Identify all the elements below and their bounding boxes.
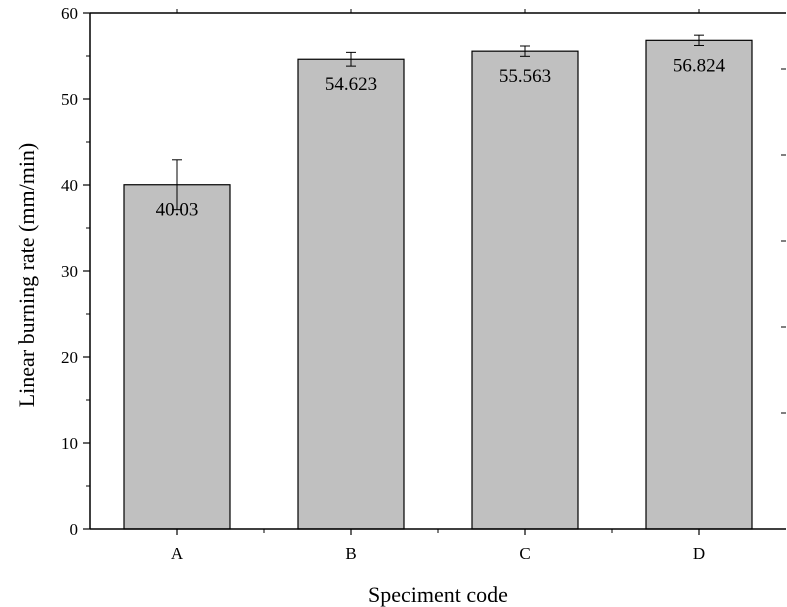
y-tick-label: 40 [61, 176, 78, 195]
y-tick-label: 60 [61, 4, 78, 23]
error-bar-A [172, 159, 182, 211]
axes-layer: A B C D 0 10 20 30 40 50 60 [61, 4, 786, 563]
bar-B [297, 58, 405, 530]
y-tick-label: 20 [61, 348, 78, 367]
x-tick-label-A: A [171, 544, 184, 563]
bar-A [123, 184, 231, 530]
y-tick-label: 0 [70, 520, 79, 539]
data-label-C: 55.563 [499, 66, 551, 87]
data-label-B: 54.623 [325, 74, 377, 95]
error-bars-layer [172, 34, 704, 211]
error-bar-B [346, 51, 356, 67]
x-tick-label-C: C [519, 544, 530, 563]
bar-C [471, 50, 579, 530]
error-bar-D [694, 34, 704, 46]
y-tick-label: 50 [61, 90, 78, 109]
data-labels-layer: 40.03 54.623 55.563 56.824 [156, 55, 726, 220]
error-bar-C [520, 45, 530, 57]
x-tick-label-D: D [693, 544, 705, 563]
data-label-A: 40.03 [156, 200, 199, 221]
x-tick-label-B: B [345, 544, 356, 563]
x-axis-title: Speciment code [368, 582, 508, 607]
y-tick-label: 30 [61, 262, 78, 281]
y-tick-label: 10 [61, 434, 78, 453]
bar-D [645, 39, 753, 530]
data-label-D: 56.824 [673, 55, 726, 76]
y-axis-title: Linear burning rate (mm/min) [14, 143, 39, 408]
bars-layer [123, 39, 753, 530]
